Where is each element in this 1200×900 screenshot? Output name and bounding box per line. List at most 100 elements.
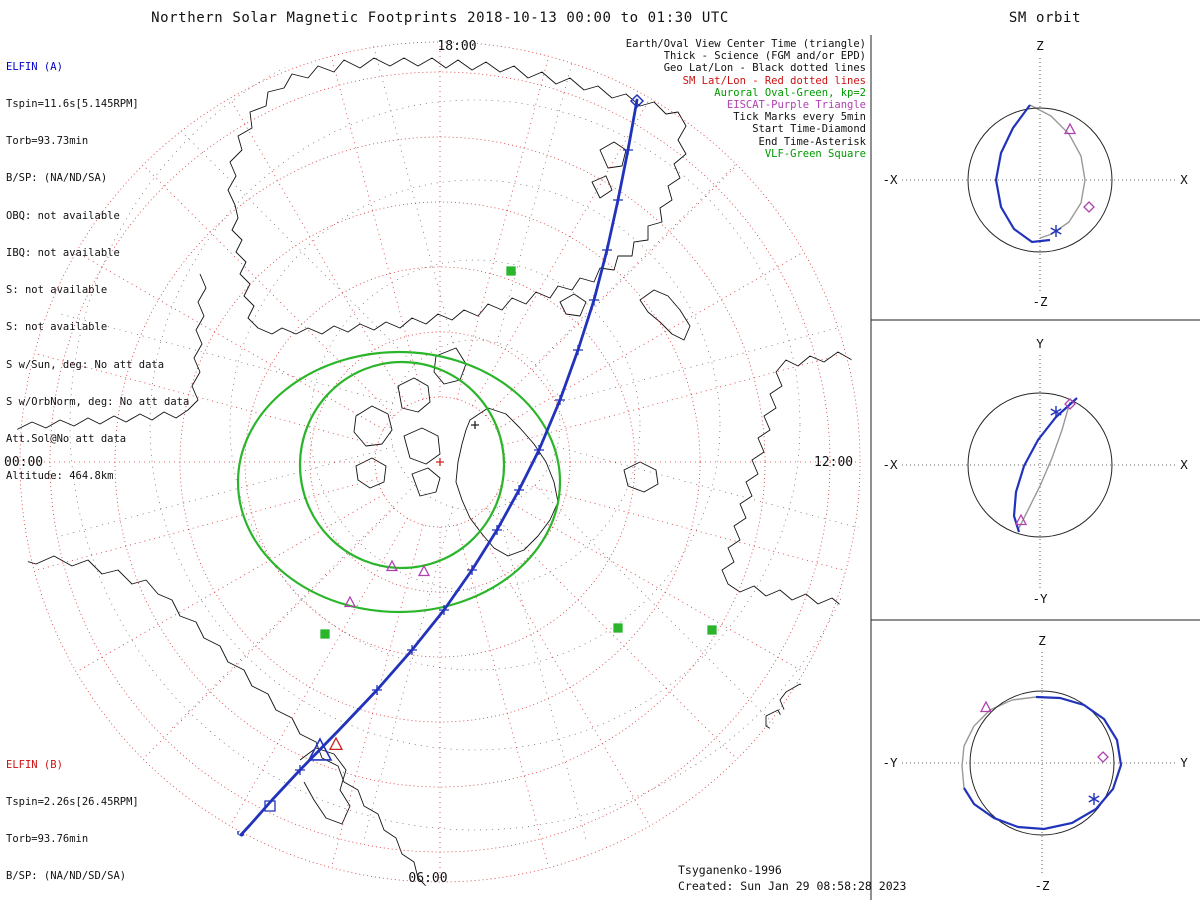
legend-line: Start Time-Diamond (752, 123, 866, 136)
legend-line: Thick - Science (FGM and/or EPD) (663, 50, 866, 63)
marker-triangle (417, 564, 431, 577)
coastline-north-america (16, 555, 429, 886)
marker-square (320, 629, 330, 639)
panel2-label-right: X (1180, 457, 1188, 472)
geo-lon-line (170, 484, 416, 730)
marker-diamond (1064, 398, 1076, 410)
geo-lon-line (170, 120, 416, 366)
legend-line: SM Lat/Lon - Red dotted lines (682, 74, 866, 87)
coastline-europe (721, 351, 864, 613)
geo-grid (59, 38, 864, 841)
sm-lon-line (330, 56, 424, 400)
legend-line: End Time-Asterisk (758, 135, 866, 148)
panel3-orbit-far (961, 696, 1037, 789)
marker-triangle (1014, 513, 1028, 526)
legend-line: Auroral Oval-Green, kp=2 (714, 86, 866, 99)
coastline-island (403, 427, 441, 465)
panel3-orbit-near (963, 695, 1123, 831)
info-line: Tspin=11.6s[5.145RPM] (6, 98, 139, 111)
marker-plus (623, 145, 633, 155)
marker-plus (602, 245, 612, 255)
info-line: S w/OrbNorm, deg: No att data (6, 395, 190, 408)
panel3-label-top: Z (1038, 633, 1046, 648)
coastline-svalbard (559, 293, 587, 317)
geo-lat-circle (309, 259, 641, 591)
info-line: Torb=93.76min (6, 833, 89, 846)
legend-line: Tick Marks every 5min (733, 111, 866, 124)
geo-lon-line (534, 484, 780, 730)
legend-line: Geo Lat/Lon - Black dotted lines (663, 62, 866, 75)
info-line: IBQ: not available (6, 246, 120, 259)
marker-square (506, 266, 516, 276)
coastlines (16, 57, 864, 886)
orbit-panel-zx: Z -Z -X X (882, 38, 1188, 309)
coastline-siberia (227, 57, 687, 335)
info-line: OBQ: not available (6, 209, 120, 222)
panel1-label-left: -X (882, 172, 898, 187)
marker-plus (295, 765, 305, 775)
mlt-label-18: 18:00 (437, 39, 476, 54)
sm-lon-line (142, 507, 395, 760)
earth-circle-2 (967, 392, 1113, 538)
earth-circle-1 (967, 107, 1113, 253)
panel2-label-bottom: -Y (1032, 591, 1048, 606)
coastline-novaya-zemlya (639, 289, 691, 341)
sm-lon-line (76, 251, 384, 430)
auroral-oval-outer (236, 350, 562, 614)
coastline-europe-corner (823, 647, 864, 761)
sm-lat-circle (19, 41, 861, 883)
marker-diamond (1097, 751, 1109, 763)
sm-lon-line (472, 518, 651, 826)
marker-plus (555, 395, 565, 405)
model-label: Tsyganenko-1996 (678, 863, 782, 877)
sm-lon-line (502, 352, 846, 446)
marker-triangle (328, 736, 344, 751)
elfin-b-name: ELFIN (B) (6, 758, 63, 771)
created-label: Created: Sun Jan 29 08:58:28 2023 (678, 879, 907, 893)
panel3-label-left: -Y (882, 755, 898, 770)
marker-square (264, 800, 276, 812)
geo-lat-circle (389, 339, 561, 511)
panel1-orbit-far (1029, 104, 1086, 239)
coastline-iceland (623, 461, 659, 493)
sm-lon-line (142, 164, 395, 417)
marker-square (613, 623, 623, 633)
orbit-panel-zy: Z -Z -Y Y (882, 633, 1188, 893)
coastline-greenland (455, 407, 559, 557)
sm-lon-line (229, 518, 408, 826)
sm-lon-line (485, 164, 738, 417)
panel2-label-top: Y (1036, 336, 1044, 351)
marker-plus (407, 645, 417, 655)
coastline-hudson-bay (299, 747, 351, 825)
geo-lon-line (496, 507, 587, 841)
panel1-label-right: X (1180, 172, 1188, 187)
coastline-ireland (765, 709, 785, 733)
elfin-a-info: ELFIN (A) Tspin=11.6s[5.145RPM] Torb=93.… (6, 36, 189, 507)
marker-plus (471, 421, 479, 429)
orbit-panel-yx: Y -Y -X X (882, 336, 1188, 606)
sm-lon-line (34, 352, 378, 446)
info-line: Altitude: 464.8km (6, 470, 114, 483)
marker-plus (534, 445, 544, 455)
geo-lat-circle (229, 179, 721, 671)
panel2-label-left: -X (882, 457, 898, 472)
sm-lon-line (485, 507, 738, 760)
side-markers (979, 122, 1109, 805)
info-line: S w/Sun, deg: No att data (6, 358, 165, 371)
sm-lon-line (496, 494, 804, 673)
legend-line: EISCAT-Purple Triangle (726, 99, 866, 112)
sm-lon-line (496, 251, 804, 430)
sm-lon-line (76, 494, 384, 673)
elfin-a-name: ELFIN (A) (6, 60, 63, 73)
sm-lon-line (330, 524, 424, 868)
marker-diamond (1083, 201, 1095, 213)
sm-lon-line (456, 524, 550, 868)
sm-lon-line (229, 98, 408, 406)
info-line: S: not available (6, 321, 108, 334)
coastline-alaska (16, 273, 207, 431)
panel3-label-bottom: -Z (1034, 878, 1050, 893)
coastline-uk (779, 683, 817, 737)
panel3-label-right: Y (1180, 755, 1188, 770)
info-line: Tspin=2.26s[26.45RPM] (6, 796, 139, 809)
panel1-label-top: Z (1036, 38, 1044, 53)
